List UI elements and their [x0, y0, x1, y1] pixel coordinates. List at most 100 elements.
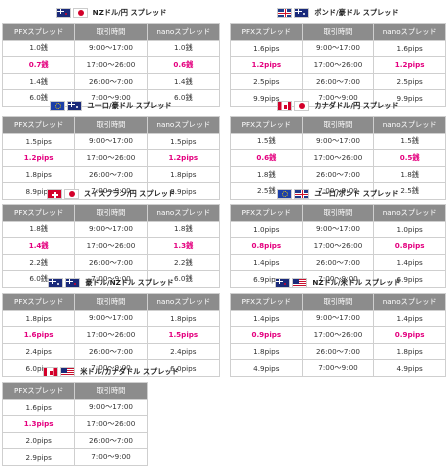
table-row: 1.8pips 26:00〜7:00 1.8pips: [1, 165, 221, 184]
table-header: 豪ドル/NZドル スプレッド: [2, 272, 220, 293]
table-title: NZドル/米ドル スプレッド: [312, 277, 401, 287]
pfx-cell: 1.4銭: [1, 237, 76, 255]
time-cell: 17:00〜26:00: [301, 237, 375, 255]
nano-cell: 1.4銭: [146, 72, 221, 91]
nano-cell: 9.9pips: [373, 89, 446, 107]
nano-cell: 6.0pips: [146, 359, 221, 377]
gb-flag-icon: [294, 188, 310, 199]
col-nano: nanoスプレッド: [373, 204, 446, 222]
time-cell: 17:00〜26:00: [301, 149, 375, 167]
pfx-cell: 1.4銭: [1, 72, 76, 91]
col-time: 取引時間: [301, 116, 375, 134]
table-row: 1.6pips 9:00〜17:00: [1, 398, 221, 417]
time-cell: 26:00〜7:00: [301, 72, 375, 91]
col-time: 取引時間: [74, 382, 148, 400]
pfx-cell: 1.5銭: [230, 132, 303, 151]
empty-cell: [146, 415, 221, 433]
col-nano: nanoスプレッド: [146, 116, 221, 134]
time-cell: 9:00〜17:00: [301, 132, 375, 151]
nano-cell: 2.5pips: [373, 72, 446, 91]
spread-table: PFXスプレッド 取引時間 nanoスプレッド 1.8pips 9:00〜17:0…: [1, 293, 221, 377]
table-row: 1.8銭 9:00〜17:00 1.8銭: [1, 220, 221, 239]
eu-flag-icon: [50, 100, 66, 111]
nz-flag-icon: [275, 277, 291, 288]
nano-cell: 1.8pips: [146, 309, 221, 328]
col-nano: nanoスプレッド: [146, 293, 221, 311]
table-row: 6.9pips 7:00〜9:00 6.9pips: [230, 270, 446, 288]
table-header: スイスフラン/円 スプレッド: [2, 183, 220, 204]
table-row: 2.9pips 7:00〜9:00: [1, 448, 221, 466]
table-row: 1.4pips 26:00〜7:00 1.4pips: [230, 253, 446, 272]
col-pfx: PFXスプレッド: [1, 293, 76, 311]
col-time: 取引時間: [301, 293, 375, 311]
column-header-row: PFXスプレッド 取引時間 nanoスプレッド: [1, 204, 221, 222]
spread-table-eur-gbp: ユーロ/ポンド スプレッド PFXスプレッド 取引時間 nanoスプレッド 1.…: [230, 183, 446, 288]
column-header-row: PFXスプレッド 取引時間: [1, 382, 221, 400]
nano-cell: 1.5pips: [146, 326, 221, 344]
col-pfx: PFXスプレッド: [1, 116, 76, 134]
pfx-cell: 1.0銭: [1, 39, 76, 58]
empty-cell: [146, 448, 221, 466]
spread-table: PFXスプレッド 取引時間 nanoスプレッド 1.0pips 9:00〜17:0…: [230, 204, 446, 288]
col-nano: nanoスプレッド: [373, 116, 446, 134]
table-row: 2.2銭 26:00〜7:00 2.2銭: [1, 253, 221, 272]
table-row: 1.6pips 9:00〜17:00 1.6pips: [230, 39, 446, 58]
time-cell: 17:00〜26:00: [74, 415, 148, 433]
time-cell: 17:00〜26:00: [74, 237, 148, 255]
col-nano: nanoスプレッド: [373, 293, 446, 311]
au-flag-icon: [67, 100, 83, 111]
nano-cell: 0.5銭: [373, 149, 446, 167]
table-row: 2.4pips 26:00〜7:00 2.4pips: [1, 342, 221, 361]
eu-flag-icon: [277, 188, 293, 199]
col-time: 取引時間: [301, 204, 375, 222]
col-pfx: PFXスプレッド: [1, 23, 76, 41]
empty-cell: [146, 398, 221, 417]
nano-cell: 0.9pips: [373, 326, 446, 344]
pfx-cell: 4.9pips: [230, 359, 303, 377]
jp-flag-icon: [294, 100, 310, 111]
pfx-cell: 1.8pips: [230, 342, 303, 361]
spread-table-nzd-usd: NZドル/米ドル スプレッド PFXスプレッド 取引時間 nanoスプレッド 1…: [230, 272, 446, 377]
column-header-row: PFXスプレッド 取引時間 nanoスプレッド: [230, 293, 446, 311]
pfx-cell: 1.3pips: [1, 415, 76, 433]
time-cell: 9:00〜17:00: [301, 309, 375, 328]
spread-table: PFXスプレッド 取引時間 nanoスプレッド 1.4pips 9:00〜17:0…: [230, 293, 446, 377]
spread-table: PFXスプレッド 取引時間 nanoスプレッド 1.5銭 9:00〜17:00 1.…: [230, 116, 446, 200]
table-row: 1.8pips 26:00〜7:00 1.8pips: [230, 342, 446, 361]
table-row-highlight: 0.6銭 17:00〜26:00 0.5銭: [230, 149, 446, 167]
time-cell: 26:00〜7:00: [74, 165, 148, 184]
nano-cell: 6.0銭: [146, 270, 221, 288]
table-row: 1.4pips 9:00〜17:00 1.4pips: [230, 309, 446, 328]
nano-cell: 1.8銭: [373, 165, 446, 184]
table-header: ユーロ/ポンド スプレッド: [230, 183, 446, 204]
pfx-cell: 1.0pips: [230, 220, 303, 239]
table-row-highlight: 0.8pips 17:00〜26:00 0.8pips: [230, 237, 446, 255]
table-header: ポンド/豪ドル スプレッド: [230, 2, 446, 23]
ca-flag-icon: [43, 366, 59, 377]
table-header: NZドル/米ドル スプレッド: [230, 272, 446, 293]
time-cell: 26:00〜7:00: [74, 431, 148, 450]
pfx-cell: 0.7銭: [1, 56, 76, 74]
col-time: 取引時間: [301, 23, 375, 41]
spread-table: PFXスプレッド 取引時間 nanoスプレッド 1.8銭 9:00〜17:00 1.…: [1, 204, 221, 288]
nano-cell: 2.5銭: [373, 182, 446, 200]
time-cell: 7:00〜9:00: [74, 89, 148, 107]
table-row: 1.8銭 26:00〜7:00 1.8銭: [230, 165, 446, 184]
nano-cell: 1.4pips: [373, 309, 446, 328]
time-cell: 9:00〜17:00: [74, 309, 148, 328]
spread-table-usd-cad: 米ドル/カナダドル スプレッド PFXスプレッド 取引時間 1.6pips 9:0…: [1, 361, 221, 466]
nano-cell: 1.0pips: [373, 220, 446, 239]
nano-cell: 6.9pips: [373, 270, 446, 288]
time-cell: 26:00〜7:00: [301, 253, 375, 272]
nano-cell: 2.2銭: [146, 253, 221, 272]
col-pfx: PFXスプレッド: [1, 204, 76, 222]
nano-cell: 1.6pips: [373, 39, 446, 58]
time-cell: 26:00〜7:00: [74, 342, 148, 361]
col-nano: nanoスプレッド: [146, 204, 221, 222]
table-header: ユーロ/豪ドル スプレッド: [2, 95, 220, 116]
pfx-cell: 1.8pips: [1, 309, 76, 328]
table-header: 米ドル/カナダドル スプレッド: [2, 361, 220, 382]
spread-table-eur-aud: ユーロ/豪ドル スプレッド PFXスプレッド 取引時間 nanoスプレッド 1.…: [1, 95, 221, 200]
time-cell: 9:00〜17:00: [301, 39, 375, 58]
jp-flag-icon: [63, 188, 79, 199]
